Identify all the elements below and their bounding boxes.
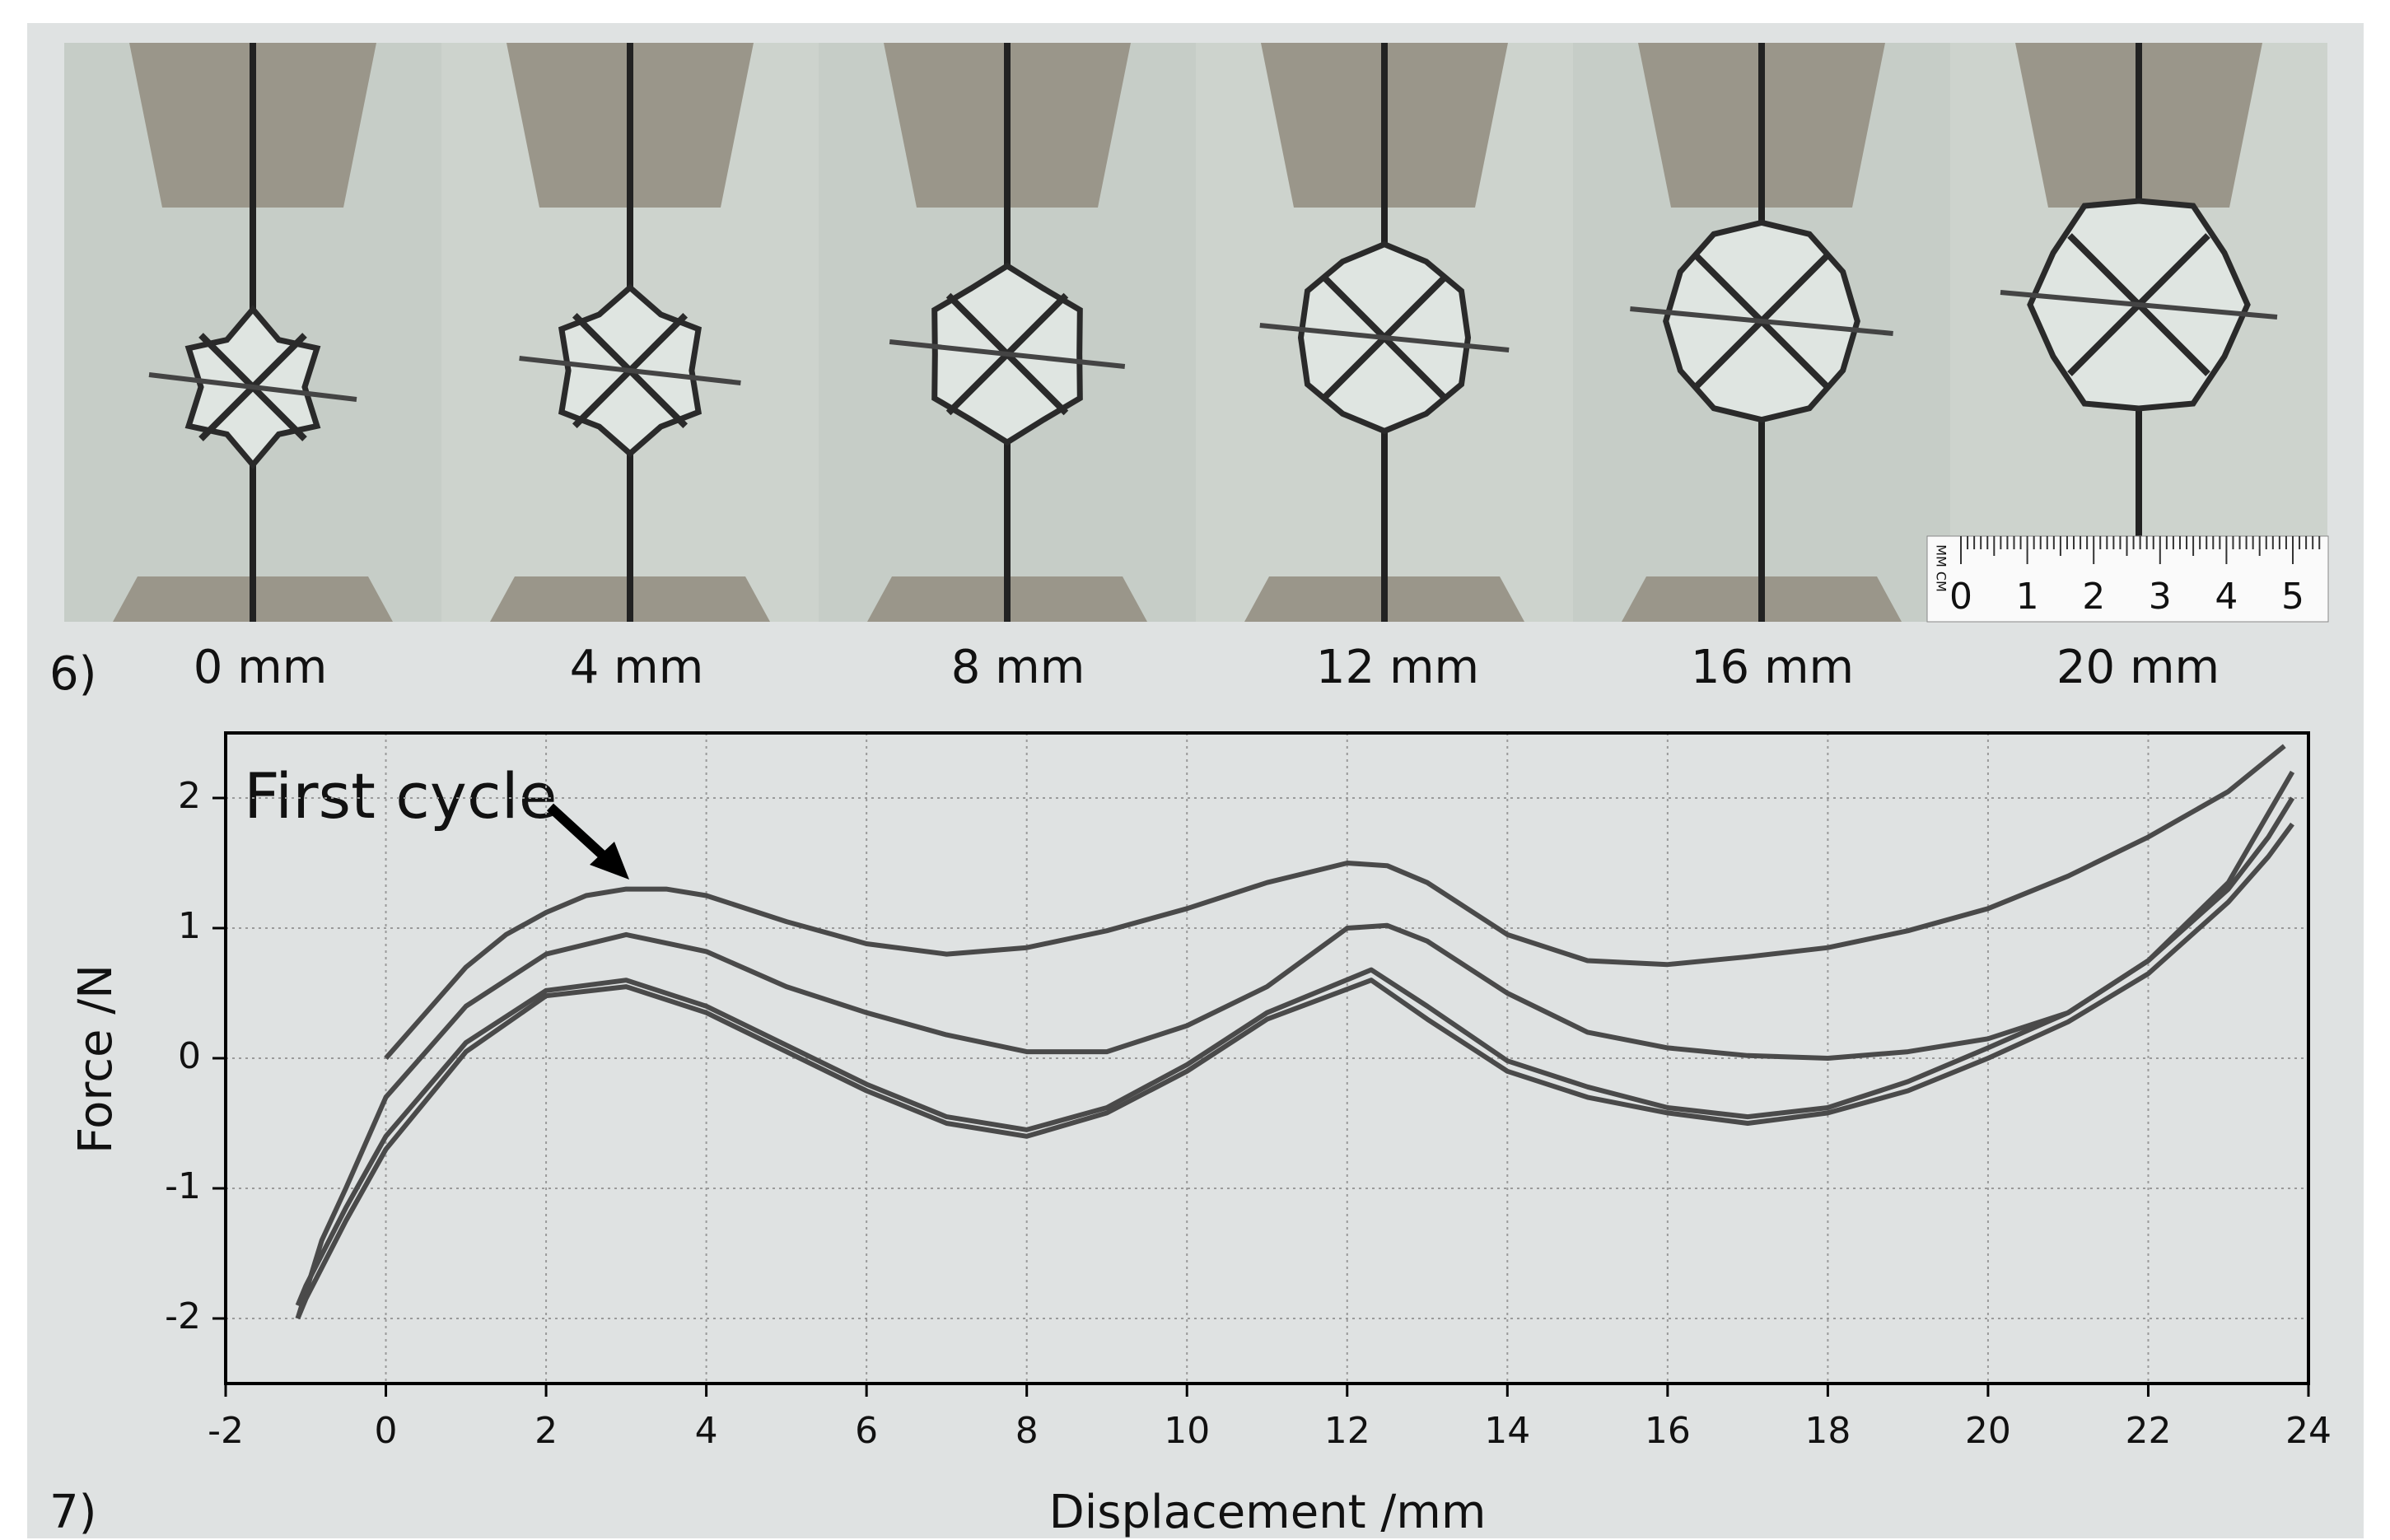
x-axis-label: Displacement /mm: [1049, 1486, 1487, 1539]
force-curve: [295, 796, 2295, 1307]
y-tick-label: -1: [165, 1165, 201, 1207]
y-axis-label: Force /N: [69, 964, 123, 1154]
photo: [1573, 43, 1950, 622]
pin: [889, 339, 1126, 369]
x-tick-label: 14: [1484, 1410, 1530, 1452]
photo-label: 20 mm: [2056, 641, 2220, 694]
ruler-label: 5: [2281, 576, 2304, 618]
ruler-label: 2: [2082, 576, 2105, 618]
photo: [441, 43, 819, 622]
y-tick-label: 1: [178, 905, 201, 947]
pin: [1630, 306, 1893, 336]
x-tick-label: 8: [1015, 1410, 1039, 1452]
ruler-label: 1: [2016, 576, 2039, 618]
x-tick-label: 20: [1965, 1410, 2011, 1452]
ruler-label: 0: [1949, 576, 1972, 618]
ruler-label: 3: [2149, 576, 2172, 618]
pin: [519, 356, 741, 385]
x-tick-label: 12: [1324, 1410, 1370, 1452]
pin: [1259, 323, 1510, 352]
pin: [148, 372, 357, 402]
ruler-units: MM CM: [1934, 544, 1949, 592]
photo-label: 12 mm: [1316, 641, 1479, 694]
x-tick-label: 2: [534, 1410, 558, 1452]
y-tick-label: -2: [165, 1295, 201, 1337]
photo-label: 16 mm: [1691, 641, 1854, 694]
x-tick-label: 22: [2125, 1410, 2171, 1452]
y-tick-label: 0: [178, 1035, 201, 1077]
x-tick-label: 10: [1164, 1410, 1210, 1452]
x-tick-label: 16: [1645, 1410, 1691, 1452]
photo: [64, 43, 441, 622]
annotation: First cycle: [244, 759, 558, 833]
panel-label: 6): [49, 647, 96, 701]
photo: [819, 43, 1196, 622]
x-tick-label: -2: [208, 1410, 244, 1452]
x-tick-label: 6: [855, 1410, 878, 1452]
force-curve: [384, 744, 2286, 1060]
x-tick-label: 0: [375, 1410, 398, 1452]
x-tick-label: 4: [695, 1410, 718, 1452]
force-curve: [295, 770, 2295, 1319]
photo-label: 0 mm: [194, 641, 328, 694]
photo: [1196, 43, 1573, 622]
force-curve: [295, 822, 2294, 1320]
annotation-arrow: [546, 803, 614, 866]
plot-frame: [224, 731, 2310, 1385]
ruler-label: 4: [2215, 576, 2238, 618]
photo: [1950, 43, 2327, 622]
y-tick-label: 2: [178, 775, 201, 817]
x-tick-label: 24: [2285, 1410, 2332, 1452]
panel-label: 7): [49, 1486, 96, 1539]
photo-label: 4 mm: [570, 641, 704, 694]
photo-label: 8 mm: [951, 641, 1085, 694]
pin: [2000, 290, 2278, 320]
annotation-arrowhead: [590, 842, 629, 880]
x-tick-label: 18: [1804, 1410, 1851, 1452]
